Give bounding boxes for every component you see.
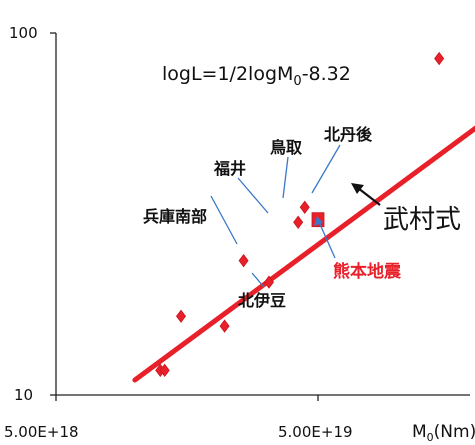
leader-kitaizu bbox=[251, 272, 265, 288]
x-tick-label-5e19: 5.00E+19 bbox=[278, 423, 353, 441]
y-tick-label-10: 10 bbox=[14, 386, 33, 404]
fit-line-layer bbox=[132, 125, 475, 383]
takemura-arrow-head bbox=[351, 183, 364, 194]
leader-hyogo bbox=[210, 195, 238, 245]
label-fukui: 福井 bbox=[213, 159, 246, 178]
leader-tottori bbox=[282, 156, 289, 199]
takemura-arrow-shaft bbox=[357, 187, 381, 206]
fit-line bbox=[132, 125, 475, 383]
leader-kitatango bbox=[311, 144, 341, 194]
formula-label: logL=1/2logM0-8.32 bbox=[162, 63, 351, 89]
leader-kumamoto-arrowhead bbox=[314, 216, 323, 226]
data-point-diamond bbox=[176, 309, 187, 323]
leader-kumamoto bbox=[318, 221, 336, 259]
y-tick-label-100: 100 bbox=[9, 24, 38, 42]
label-kitaizu: 北伊豆 bbox=[238, 291, 286, 310]
data-point-diamond bbox=[159, 363, 170, 377]
data-point-diamond bbox=[219, 319, 230, 333]
x-tick-label-5e18: 5.00E+18 bbox=[4, 423, 79, 441]
leader-fukui bbox=[237, 177, 269, 214]
data-point-diamond bbox=[238, 254, 249, 268]
label-tottori: 鳥取 bbox=[270, 138, 302, 157]
x-axis-title: M0(Nm) bbox=[412, 422, 475, 444]
data-point-diamond bbox=[293, 215, 304, 229]
label-kumamoto: 熊本地震 bbox=[333, 261, 402, 282]
data-point-diamond bbox=[434, 51, 445, 66]
label-hyogo-nanbu: 兵庫南部 bbox=[143, 207, 207, 226]
data-point-diamond bbox=[263, 275, 274, 289]
label-kitatango: 北丹後 bbox=[324, 125, 373, 144]
label-takemura: 武村式 bbox=[383, 205, 461, 235]
data-point-diamond bbox=[299, 200, 310, 214]
